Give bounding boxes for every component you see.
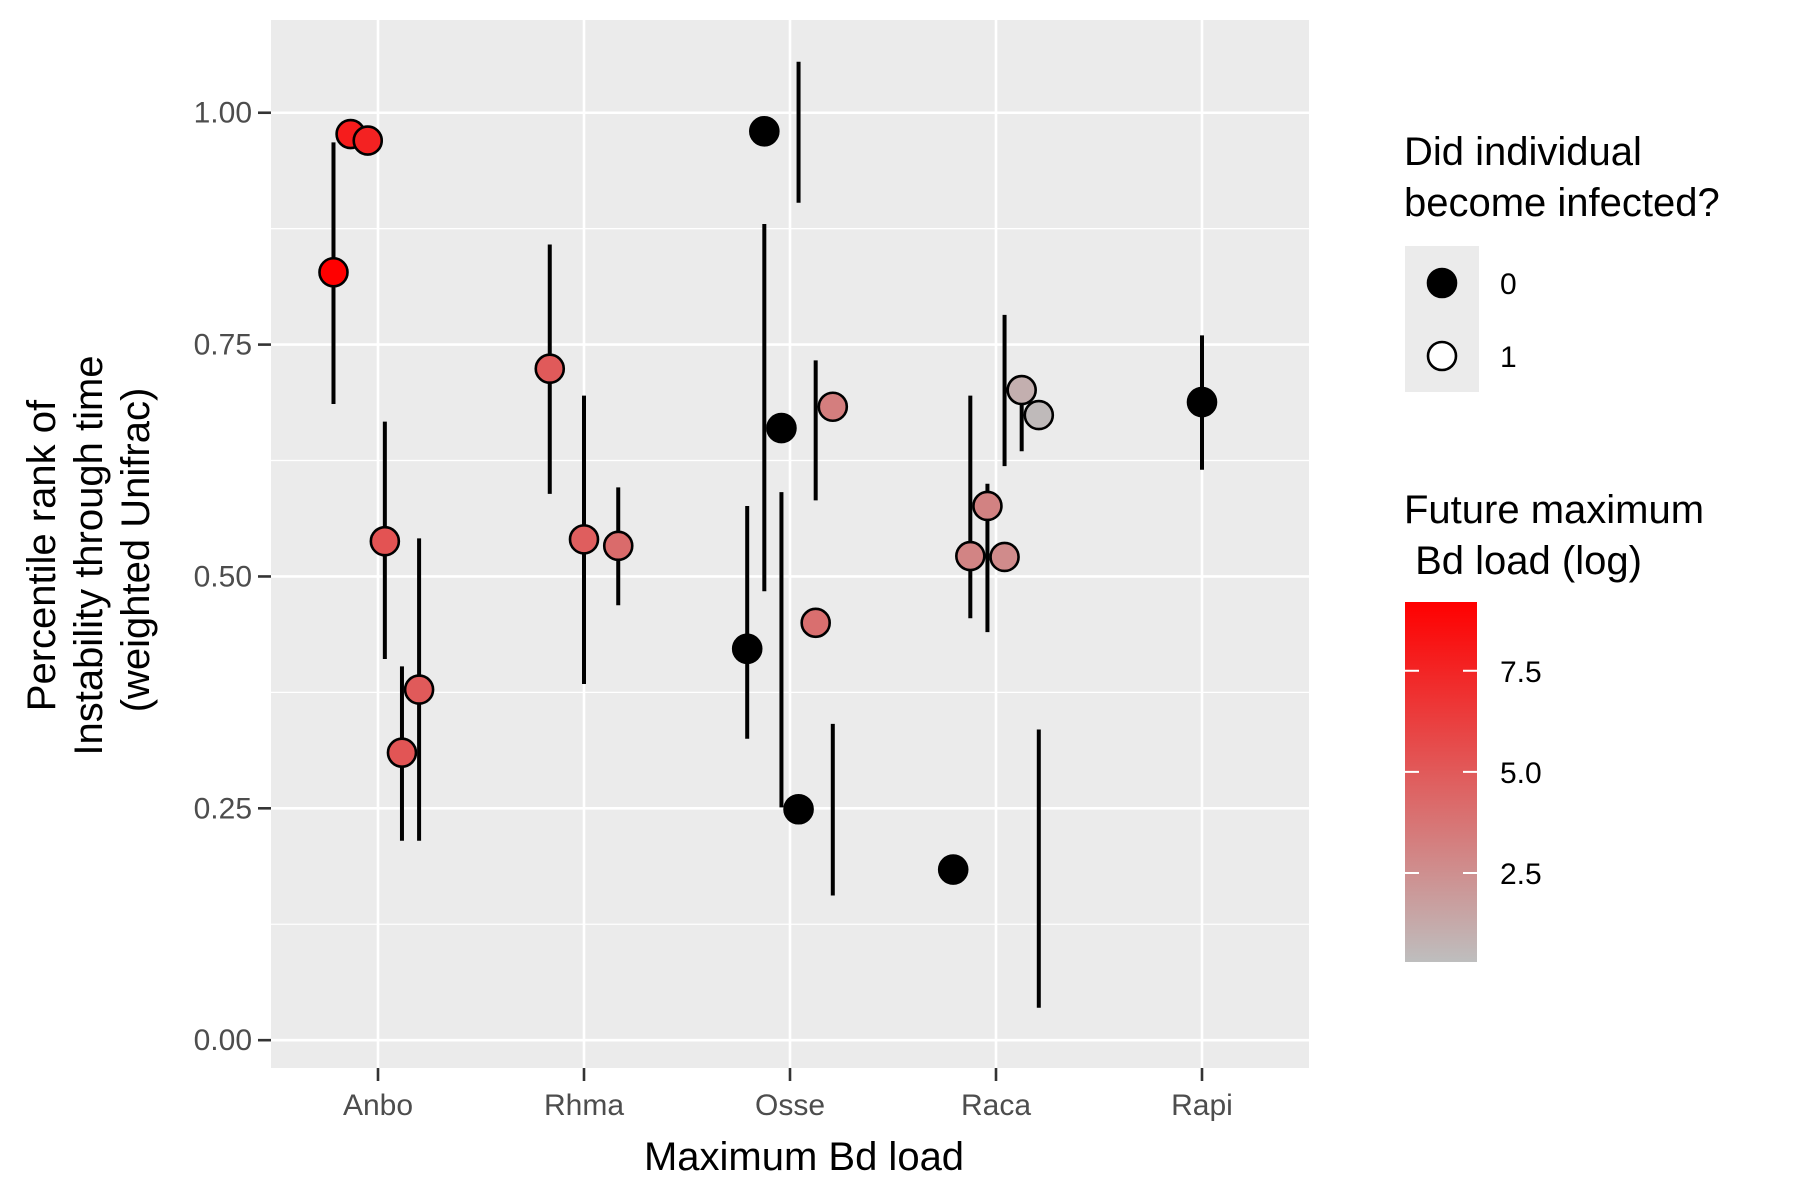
- y-axis-title-line-3: (weighted Unifrac): [114, 388, 158, 713]
- y-axis: 0.00 0.25 0.50 0.75 1.00: [194, 97, 271, 1057]
- data-point: [568, 524, 600, 555]
- x-tick-label: Anbo: [343, 1089, 413, 1122]
- y-axis-title-line-1: Percentile rank of: [20, 399, 64, 711]
- data-point: [817, 391, 849, 423]
- data-point: [800, 607, 831, 639]
- colorbar-tick-label: 5.0: [1500, 757, 1542, 790]
- y-tick-label: 0.25: [194, 792, 252, 825]
- data-point: [403, 674, 435, 705]
- y-tick-label: 1.00: [194, 97, 252, 130]
- y-tick-label: 0.50: [194, 560, 252, 593]
- bd-load-colorbar: [1405, 602, 1477, 962]
- colorbar-tick-label: 7.5: [1500, 656, 1542, 689]
- data-point: [749, 115, 780, 147]
- data-point: [534, 353, 566, 385]
- infection-legend-title-line-2: become infected?: [1404, 181, 1720, 225]
- legend-key-0: [1426, 267, 1458, 299]
- data-point: [766, 412, 797, 444]
- data-point: [1006, 374, 1037, 406]
- data-point: [731, 633, 763, 665]
- data-point: [955, 540, 986, 572]
- data-point: [972, 490, 1003, 522]
- data-point: [1023, 399, 1055, 431]
- bd-load-legend: Future maximum Bd load (log) 2.5 5.0 7.5: [1404, 488, 1704, 962]
- bd-load-legend-title-line-2: Bd load (log): [1404, 539, 1642, 583]
- data-point: [989, 541, 1020, 573]
- legend-key-1: [1426, 340, 1458, 372]
- x-tick-label: Rapi: [1171, 1089, 1233, 1122]
- data-point: [318, 256, 349, 288]
- infection-legend-title-line-1: Did individual: [1404, 130, 1642, 174]
- data-points: [318, 115, 1218, 885]
- error-bars: [331, 61, 1204, 1008]
- data-point: [386, 737, 418, 768]
- data-point: [1186, 386, 1218, 418]
- data-point: [783, 793, 814, 825]
- x-axis: Anbo Rhma Osse Raca Rapi: [343, 1068, 1233, 1122]
- legend-label-1: 1: [1500, 341, 1517, 374]
- legend-label-0: 0: [1500, 268, 1517, 301]
- data-point: [602, 530, 634, 562]
- y-tick-label: 0.75: [194, 329, 252, 362]
- x-tick-label: Rhma: [544, 1089, 624, 1122]
- facet-panels: [271, 20, 1309, 1068]
- y-axis-title: Percentile rank of Instability through t…: [20, 344, 158, 755]
- data-point: [352, 125, 384, 156]
- y-axis-title-line-2: Instability through time: [67, 355, 111, 755]
- data-point: [369, 525, 401, 557]
- colorbar-tick-label: 2.5: [1500, 858, 1542, 891]
- x-tick-label: Raca: [961, 1089, 1031, 1122]
- x-axis-title: Maximum Bd load: [644, 1135, 964, 1179]
- y-tick-label: 0.00: [194, 1024, 252, 1057]
- data-point: [937, 854, 969, 885]
- infection-legend: Did individual become infected? 0 1: [1404, 130, 1720, 392]
- x-tick-label: Osse: [755, 1089, 825, 1122]
- bd-load-legend-title-line-1: Future maximum: [1404, 488, 1704, 532]
